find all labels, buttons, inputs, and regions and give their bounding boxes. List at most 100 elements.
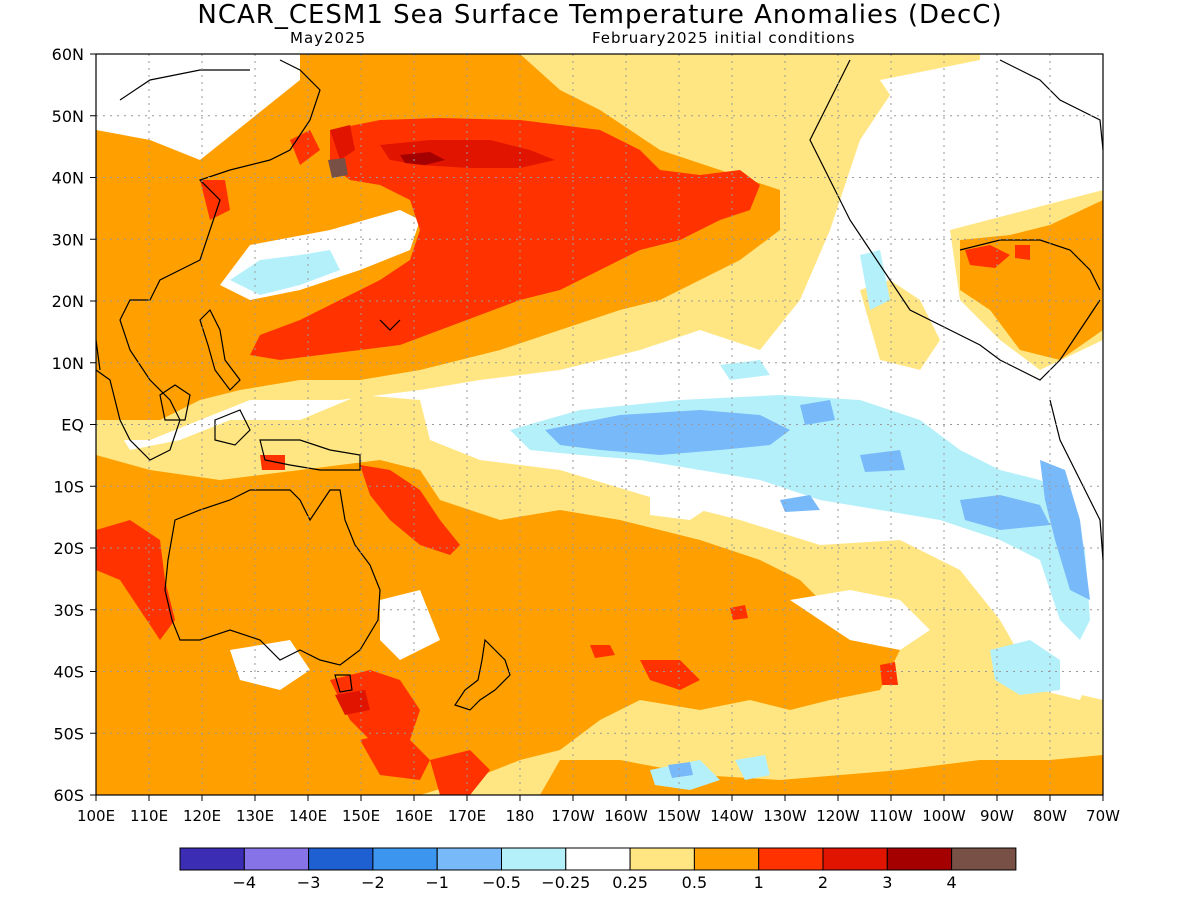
grid-lines bbox=[96, 54, 1103, 795]
anomaly-region bbox=[965, 245, 1010, 268]
legend-swatch bbox=[436, 847, 503, 871]
coastline bbox=[119, 69, 250, 101]
anomaly-region bbox=[545, 410, 790, 455]
lat-label: 40S bbox=[53, 663, 84, 682]
anomaly-region bbox=[430, 750, 490, 795]
anomaly-region bbox=[1015, 245, 1030, 260]
legend-label: 3 bbox=[882, 873, 892, 892]
lon-label: 150E bbox=[342, 807, 380, 825]
lat-label: 50N bbox=[52, 107, 84, 126]
lon-label: 100W bbox=[922, 807, 966, 825]
legend-swatch bbox=[693, 847, 760, 871]
lon-label: 130E bbox=[236, 807, 274, 825]
legend-label: −0.5 bbox=[482, 873, 521, 892]
lon-label: 130W bbox=[763, 807, 807, 825]
anomaly-region bbox=[780, 495, 820, 512]
coastline bbox=[164, 489, 381, 666]
anomaly-region bbox=[230, 640, 310, 690]
legend-swatch bbox=[243, 847, 310, 871]
anomaly-region bbox=[260, 455, 285, 470]
anomaly-region bbox=[400, 152, 445, 165]
anomaly-region bbox=[735, 755, 770, 780]
anomaly-region bbox=[860, 450, 905, 472]
lon-label: 160W bbox=[604, 807, 648, 825]
lon-label: 150W bbox=[657, 807, 701, 825]
legend-swatch bbox=[951, 847, 1017, 871]
legend-swatch bbox=[758, 847, 824, 871]
anomaly-region bbox=[590, 645, 615, 658]
map-title: NCAR_CESM1 Sea Surface Temperature Anoma… bbox=[197, 0, 1003, 30]
legend-swatch bbox=[565, 847, 631, 871]
legend-swatch bbox=[372, 847, 438, 871]
lat-label: 60N bbox=[52, 45, 84, 64]
legend-label: −1 bbox=[425, 873, 449, 892]
anomaly-region bbox=[200, 180, 230, 220]
coastline bbox=[454, 638, 511, 711]
lat-label: 50S bbox=[53, 724, 84, 743]
anomaly-region bbox=[960, 495, 1050, 530]
lon-label: 140W bbox=[710, 807, 754, 825]
anomaly-region bbox=[720, 360, 770, 380]
anomaly-region bbox=[510, 395, 1090, 640]
color-legend: −4 −3 −2 −1 −0.5 −0.25 0.25 0.5 1 2 3 4 bbox=[179, 847, 1017, 892]
longitude-labels: 100E 110E 120E 130E 140E 150E 160E 170E 180 170W 1… bbox=[77, 795, 1120, 825]
legend-swatch bbox=[822, 847, 888, 871]
lat-label: 30S bbox=[53, 601, 84, 620]
lat-label: EQ bbox=[61, 416, 84, 435]
lon-label: 170W bbox=[551, 807, 595, 825]
coastline bbox=[159, 384, 191, 421]
legend-label: −2 bbox=[361, 873, 385, 892]
lat-label: 10S bbox=[53, 477, 84, 496]
coastline bbox=[959, 239, 1101, 291]
legend-label: −4 bbox=[233, 873, 257, 892]
legend-swatch bbox=[886, 847, 953, 871]
coastline bbox=[95, 339, 101, 371]
anomaly-region bbox=[730, 605, 748, 620]
anomaly-region bbox=[800, 400, 835, 425]
anomaly-region bbox=[230, 250, 340, 295]
lon-label: 170E bbox=[448, 807, 486, 825]
legend-swatch bbox=[179, 847, 245, 871]
legend-label: 1 bbox=[754, 873, 764, 892]
coastline bbox=[334, 674, 353, 693]
anomaly-region bbox=[335, 690, 370, 715]
legend-swatch bbox=[308, 847, 374, 871]
anomaly-region bbox=[640, 660, 700, 690]
coastline bbox=[1049, 399, 1104, 561]
lon-label: 110E bbox=[130, 807, 168, 825]
latitude-labels: 60N 50N 40N 30N 20N 10N EQ 10S 20S 30S 40S 50S 60S bbox=[52, 45, 96, 805]
anomaly-fields bbox=[96, 54, 1103, 795]
coastline bbox=[214, 409, 251, 446]
coastline bbox=[999, 59, 1104, 151]
legend-label: 4 bbox=[947, 873, 957, 892]
initial-conditions: February2025 initial conditions bbox=[592, 29, 856, 47]
anomaly-region bbox=[860, 250, 890, 310]
anomaly-region bbox=[96, 520, 175, 640]
anomaly-region bbox=[360, 465, 460, 555]
anomaly-region bbox=[360, 730, 430, 780]
lat-label: 10N bbox=[52, 354, 84, 373]
lat-label: 20S bbox=[53, 539, 84, 558]
lon-label: 120W bbox=[816, 807, 860, 825]
anomaly-region bbox=[650, 480, 720, 520]
anomaly-region bbox=[96, 455, 900, 795]
lat-label: 30N bbox=[52, 230, 84, 249]
forecast-month: May2025 bbox=[290, 29, 367, 47]
legend-label: 0.25 bbox=[612, 873, 648, 892]
lat-label: 20N bbox=[52, 292, 84, 311]
legend-label: 2 bbox=[818, 873, 828, 892]
anomaly-region bbox=[990, 640, 1060, 695]
anomaly-region bbox=[380, 590, 440, 660]
anomaly-region bbox=[328, 158, 348, 178]
anomaly-region bbox=[1040, 460, 1090, 600]
lon-label: 180 bbox=[506, 807, 535, 825]
anomaly-region bbox=[790, 590, 930, 650]
legend-swatch bbox=[629, 847, 695, 871]
lon-label: 90W bbox=[980, 807, 1014, 825]
land-outlines bbox=[95, 59, 1104, 711]
lon-label: 160E bbox=[395, 807, 433, 825]
legend-label: 0.5 bbox=[682, 873, 707, 892]
legend-label: −3 bbox=[297, 873, 321, 892]
lat-label: 60S bbox=[53, 786, 84, 805]
legend-swatch bbox=[501, 847, 567, 871]
